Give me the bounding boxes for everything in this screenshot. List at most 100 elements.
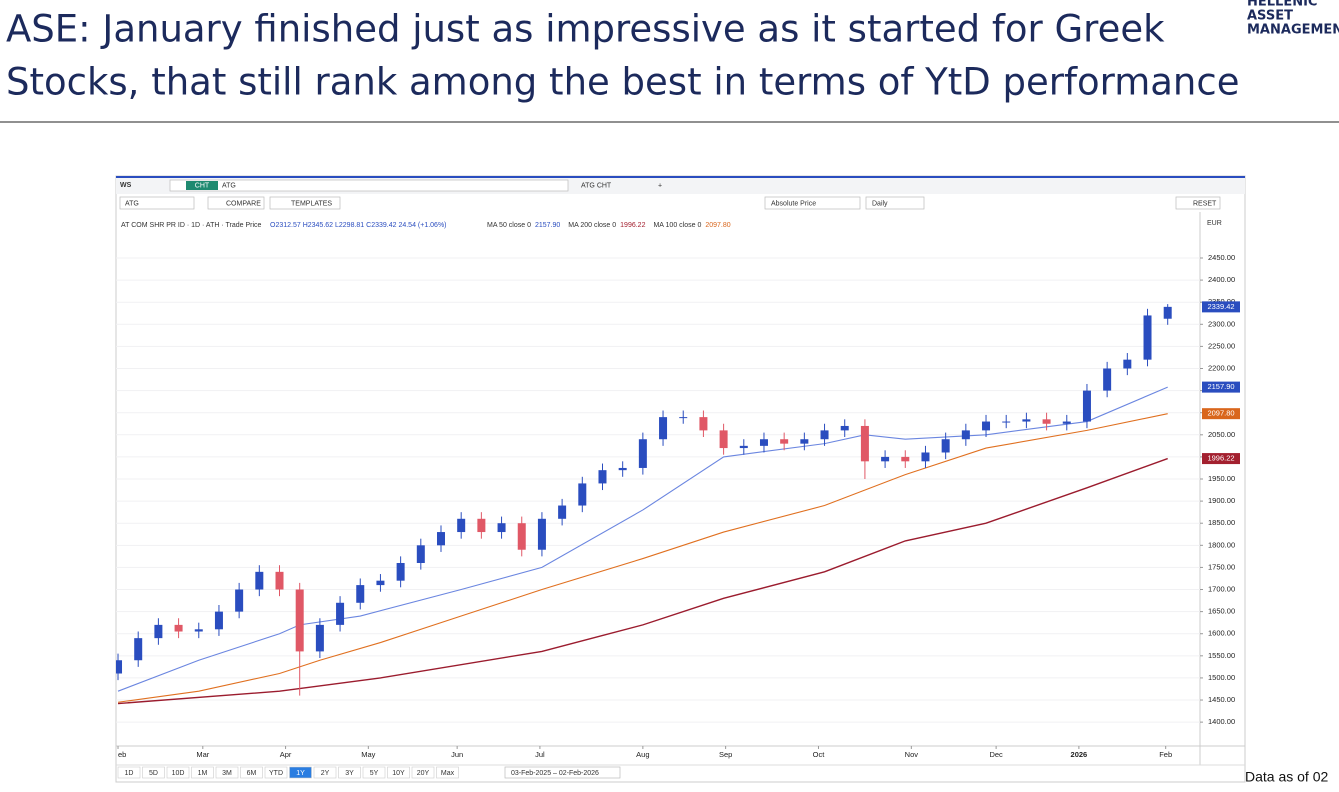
candle-body [517, 523, 526, 550]
legend-name: MA 100 close 0 [653, 222, 701, 229]
candle-body [982, 421, 991, 431]
candle-body [1143, 315, 1152, 360]
tab-title[interactable]: ATG CHT [581, 182, 612, 189]
candle-body [1022, 419, 1031, 422]
period-label: 1M [198, 770, 208, 777]
logo-text: HELLENIC [1247, 0, 1317, 10]
price-mode: Absolute Price [771, 200, 816, 207]
compare-button[interactable] [207, 196, 265, 210]
title-line: Stocks, that still rank among the best i… [6, 61, 1239, 104]
security-box[interactable] [119, 196, 195, 210]
period-label: YTD [269, 770, 283, 777]
legend-value: 2097.80 [705, 222, 730, 229]
price-tag [1202, 301, 1240, 313]
x-tick-label: Aug [636, 750, 649, 759]
command-line[interactable] [169, 179, 569, 192]
candle-body [235, 589, 244, 612]
new-tab[interactable]: + [658, 182, 662, 189]
x-tick-label: May [361, 750, 375, 759]
price-tag-label: 2097.80 [1207, 409, 1234, 418]
period-label: 2Y [321, 770, 330, 777]
moving-average [117, 386, 1168, 692]
period-button[interactable] [436, 766, 459, 779]
y-tick-label: 2450.00 [1208, 253, 1235, 262]
workspace: WS [120, 182, 132, 189]
price-tag-label: 2339.42 [1207, 302, 1234, 311]
title-line: ASE: January finished just as impressive… [6, 8, 1165, 51]
candle-body [537, 518, 546, 550]
price-tag-label: 1996.22 [1207, 454, 1234, 463]
candle-body [396, 562, 405, 581]
candle-body [860, 425, 869, 462]
candle-body [638, 439, 647, 468]
period-label: 3M [222, 770, 232, 777]
x-tick-label: Jun [451, 750, 463, 759]
candle-body [719, 430, 728, 449]
period-button[interactable] [191, 766, 214, 779]
y-tick-label: 1400.00 [1208, 717, 1235, 726]
candle-body [961, 430, 970, 440]
candle-body [1103, 368, 1112, 391]
candle-body [578, 483, 587, 506]
y-tick-label: 2250.00 [1208, 341, 1235, 350]
moving-average [117, 413, 1168, 703]
period-button[interactable] [313, 766, 337, 779]
candle-body [820, 430, 829, 440]
price-mode-select[interactable] [764, 196, 861, 210]
y-tick-label: 2200.00 [1208, 363, 1235, 372]
security: ATG [125, 200, 139, 207]
candle-body [1123, 359, 1132, 369]
y-tick-label: 1650.00 [1208, 607, 1235, 616]
candle-body [154, 624, 163, 639]
footer: Data as of 02 [1245, 769, 1328, 785]
candle-body [275, 571, 284, 590]
period-label: 5D [149, 770, 158, 777]
y-tick-label: 1900.00 [1208, 496, 1235, 505]
period-button[interactable] [387, 766, 410, 779]
frequency-select[interactable] [865, 196, 925, 210]
candle-body [356, 585, 365, 603]
period-button[interactable] [362, 766, 386, 779]
legend-value: 2157.90 [535, 222, 560, 229]
templates: TEMPLATES [291, 200, 332, 207]
x-tick-label: Nov [905, 750, 919, 759]
candle-body [1042, 419, 1051, 424]
y-tick-label: 1550.00 [1208, 651, 1235, 660]
period-button[interactable] [215, 766, 239, 779]
period-label: 10D [172, 770, 185, 777]
chip-text: CHT [195, 182, 210, 189]
ticker-input: ATG [222, 182, 236, 189]
period-label: 20Y [417, 770, 430, 777]
period-button[interactable] [338, 766, 361, 779]
candle-body [739, 445, 748, 449]
period-button[interactable] [411, 766, 435, 779]
price-tag-label: 2157.90 [1207, 382, 1234, 391]
period-button[interactable] [264, 766, 288, 779]
period-button[interactable] [240, 766, 263, 779]
candle-body [315, 624, 324, 652]
y-tick-label: 1500.00 [1208, 673, 1235, 682]
candle-body [941, 439, 950, 453]
y-tick-label: 2050.00 [1208, 430, 1235, 439]
price-tag [1202, 408, 1240, 420]
candle-body [436, 532, 445, 546]
legend-name: MA 200 close 0 [568, 222, 616, 229]
period-label: 1D [125, 770, 134, 777]
candle-body [1002, 421, 1011, 423]
date-range-box[interactable] [504, 766, 621, 779]
instrument: AT COM SHR PR ID · 1D · ATH · Trade Pric… [121, 222, 262, 229]
period-button[interactable] [166, 766, 190, 779]
candle-body [295, 589, 304, 652]
y-tick-label: 1750.00 [1208, 562, 1235, 571]
candle-body [1163, 306, 1172, 319]
period-button[interactable] [289, 766, 312, 779]
period-button[interactable] [142, 766, 165, 779]
period-button[interactable] [117, 766, 141, 779]
moving-average [117, 457, 1168, 705]
reset-button[interactable] [1175, 196, 1221, 210]
x-tick-label: Jul [535, 750, 545, 759]
templates-button[interactable] [269, 196, 341, 210]
frequency: Daily [872, 200, 888, 207]
period-label: 10Y [392, 770, 405, 777]
